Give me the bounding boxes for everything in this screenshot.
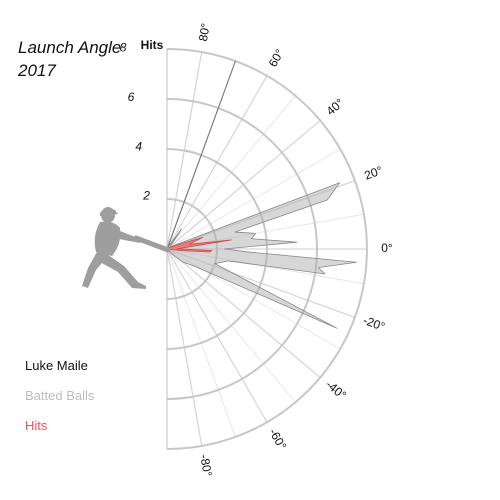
batted-balls-area — [166, 60, 357, 329]
radial-tick-label: 2 — [142, 189, 150, 203]
angle-tick-label: 20° — [363, 163, 385, 182]
angle-tick-label: -40° — [323, 377, 349, 402]
legend-batted-balls: Batted Balls — [25, 388, 95, 403]
chart-title: Launch Angle 2017 — [18, 36, 121, 82]
angle-tick-label: 0° — [381, 241, 393, 255]
radial-tick-label: 6 — [128, 90, 135, 104]
angle-tick-label: -80° — [197, 453, 215, 477]
subtitle-text: 2017 — [18, 61, 56, 80]
grid-arc — [166, 148, 268, 350]
radial-tick-label: 8 — [120, 41, 127, 55]
angle-tick-label: 80° — [196, 22, 213, 42]
hits-area — [166, 237, 232, 253]
angle-tick-label: -60° — [266, 426, 289, 452]
angle-tick-label: 40° — [324, 96, 347, 119]
series-layer — [166, 60, 357, 329]
title-text: Launch Angle — [18, 38, 122, 57]
legend-hits: Hits — [25, 418, 48, 433]
angle-tick-label: 60° — [266, 47, 287, 70]
batted-balls-spike — [166, 60, 236, 250]
radial-tick-label: 4 — [135, 139, 142, 153]
grid-arc — [166, 98, 318, 400]
batter-silhouette-icon — [82, 207, 171, 289]
grid-arc — [166, 48, 368, 450]
radial-axis-title: Hits — [141, 38, 164, 52]
legend-player-name: Luke Maile — [25, 358, 88, 373]
angle-tick-label: -20° — [361, 313, 387, 334]
